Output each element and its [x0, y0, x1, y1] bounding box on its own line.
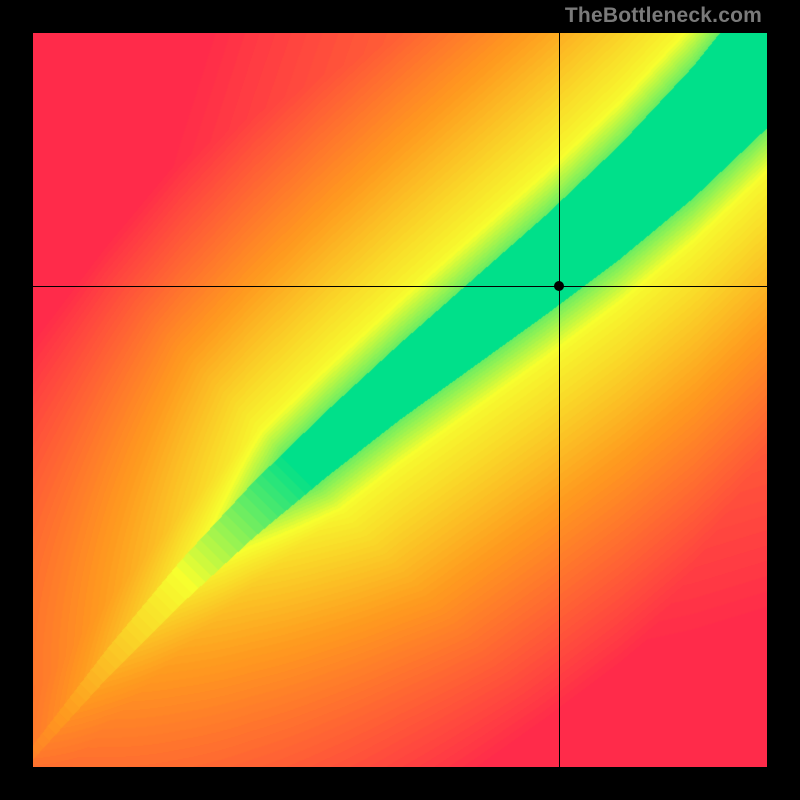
watermark-text: TheBottleneck.com [565, 4, 762, 28]
chart-area [33, 33, 767, 767]
heatmap-canvas [33, 33, 767, 767]
chart-container: TheBottleneck.com [0, 0, 800, 800]
crosshair-vertical [559, 33, 560, 767]
crosshair-horizontal [33, 286, 767, 287]
bottleneck-marker-dot [554, 281, 564, 291]
